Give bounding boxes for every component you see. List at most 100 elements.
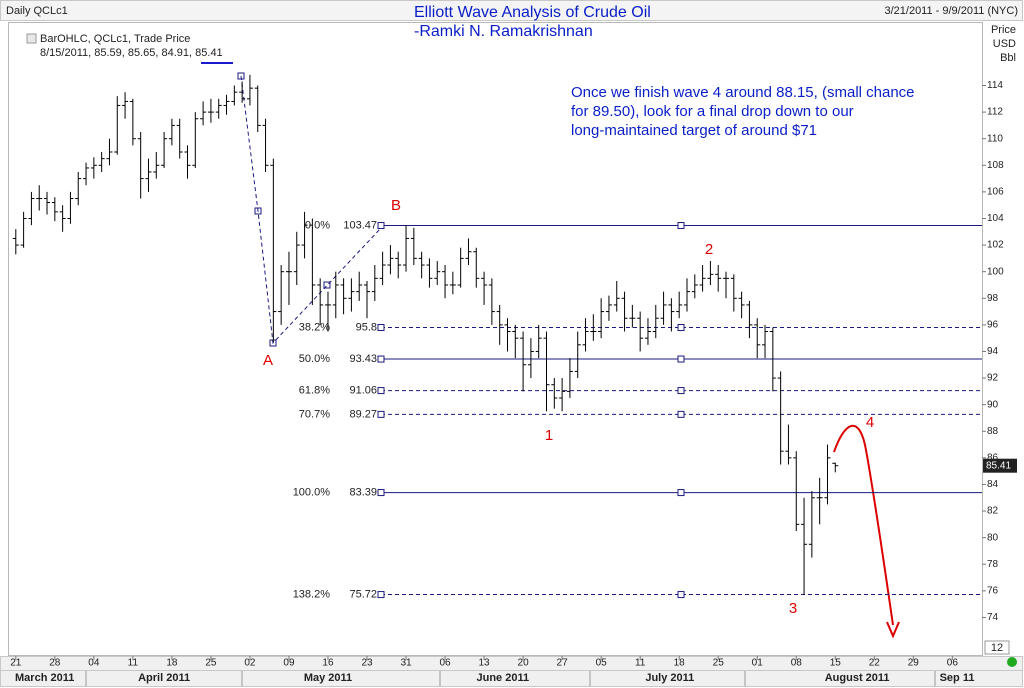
month-label: August 2011 [825,672,890,684]
fib-ratio: 38.2% [299,321,330,333]
y-tick-label: 86 [987,452,999,463]
y-tick-label: 94 [987,346,999,357]
x-tick-label: 09 [283,658,295,669]
x-tick-label: 22 [869,658,881,669]
fib-anchor [377,591,385,599]
x-axis-band [0,656,1023,687]
month-label: March 2011 [15,672,74,684]
anchor-square [254,207,262,215]
y-tick-label: 106 [987,187,1004,198]
wave-label: 2 [705,241,713,258]
fib-ratio: 50.0% [299,353,330,365]
x-tick-label: 31 [400,658,412,669]
month-label: April 2011 [138,672,190,684]
y-axis-label: Price [991,24,1016,36]
fib-anchor [677,222,685,230]
x-tick-label: 02 [244,658,256,669]
fib-anchor [677,489,685,497]
x-tick-label: 27 [557,658,569,669]
fib-ratio: 61.8% [299,384,330,396]
fib-ratio: 0.0% [305,219,330,231]
y-tick-label: 82 [987,506,999,517]
x-tick-label: 13 [479,658,491,669]
x-tick-label: 04 [88,658,100,669]
anchor-square [237,72,245,80]
y-tick-label: 112 [987,107,1003,118]
x-tick-label: 01 [752,658,764,669]
x-tick-label: 15 [830,658,842,669]
y-tick-label: 104 [987,213,1004,224]
fib-anchor [677,324,685,332]
wave-label: 4 [866,414,874,431]
x-tick-label: 18 [674,658,686,669]
chart-title: Elliott Wave Analysis of Crude Oil [414,4,651,21]
corner-label: 12 [991,642,1003,654]
fib-ratio: 100.0% [293,486,331,498]
wave-label: A [263,352,273,369]
x-tick-label: 18 [166,658,178,669]
x-tick-label: 08 [791,658,803,669]
y-tick-label: 100 [987,266,1004,277]
last-price-label: 85.41 [986,460,1011,471]
anchor-square [323,281,331,289]
legend-icon [26,33,37,44]
y-tick-label: 114 [987,80,1003,91]
y-tick-label: 74 [987,612,999,623]
x-tick-label: 05 [596,658,608,669]
y-tick-label: 92 [987,373,999,384]
y-tick-label: 96 [987,320,999,331]
y-tick-label: 98 [987,293,999,304]
fib-anchor [377,324,385,332]
annotation: Once we finish wave 4 around 88.15, (sma… [571,84,915,101]
chart-subtitle: -Ramki N. Ramakrishnan [414,23,593,40]
month-label: May 2011 [304,672,352,684]
y-tick-label: 88 [987,426,999,437]
legend-detail: 8/15/2011, 85.59, 85.65, 84.91, 85.41 [40,47,223,59]
fib-anchor [377,222,385,230]
plot-frame [8,22,983,656]
wave-label: 1 [545,427,553,444]
x-tick-label: 23 [361,658,373,669]
fib-price: 95.8 [356,321,377,333]
wave-label: B [391,197,401,214]
y-tick-label: 90 [987,399,999,410]
status-dot [1007,657,1017,667]
x-tick-label: 11 [635,658,646,669]
annotation: long-maintained target of around $71 [571,122,817,139]
projection-arrow [833,424,894,626]
fib-anchor [677,591,685,599]
x-tick-label: 06 [439,658,451,669]
last-price-box [983,458,1017,473]
x-tick-label: 21 [10,658,22,669]
y-axis-label: USD [993,38,1016,50]
x-tick-label: 28 [49,658,61,669]
month-label: July 2011 [645,672,694,684]
fib-price: 91.06 [349,384,377,396]
fib-anchor [677,410,685,418]
x-tick-label: 11 [128,658,139,669]
fib-anchor [677,387,685,395]
fib-anchor [677,355,685,363]
arrow-head [886,621,900,639]
x-tick-label: 25 [713,658,725,669]
y-axis-label: Bbl [1000,52,1016,64]
y-tick-label: 80 [987,532,999,543]
fib-price: 103.47 [343,219,377,231]
header-bar [0,0,1023,21]
fib-anchor [377,387,385,395]
y-tick-label: 78 [987,559,999,570]
fib-ratio: 70.7% [299,408,330,420]
header-symbol: Daily QCLc1 [6,5,68,17]
y-tick-label: 76 [987,585,999,596]
x-tick-label: 16 [322,658,334,669]
x-tick-label: 06 [947,658,959,669]
fib-anchor [377,410,385,418]
y-tick-label: 84 [987,479,999,490]
x-tick-label: 25 [205,658,217,669]
fib-price: 83.39 [349,486,377,498]
y-tick-label: 110 [987,133,1003,144]
x-tick-label: 29 [908,658,920,669]
fib-anchor [377,489,385,497]
fib-anchor [377,355,385,363]
